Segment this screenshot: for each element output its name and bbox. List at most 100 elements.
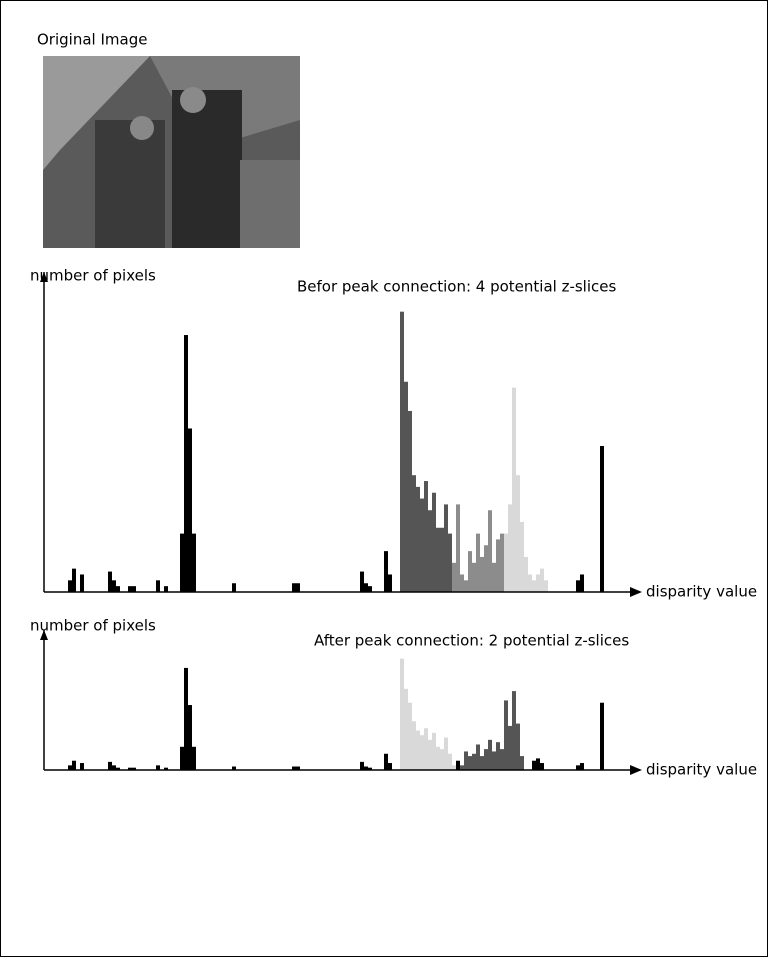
bar — [296, 583, 300, 592]
bar — [448, 533, 452, 592]
bar — [80, 574, 84, 592]
bar — [156, 580, 160, 592]
bar — [484, 749, 488, 770]
bar — [516, 475, 520, 592]
bar — [476, 744, 480, 770]
bar — [576, 765, 580, 770]
bar — [132, 586, 136, 592]
bar — [80, 763, 84, 770]
bar — [528, 574, 532, 592]
bar — [296, 766, 300, 770]
bar — [416, 486, 420, 592]
bar — [412, 721, 416, 770]
bar — [516, 723, 520, 770]
y-arrow — [40, 630, 48, 640]
x-axis-label: disparity value — [646, 761, 757, 779]
bar — [192, 746, 196, 770]
x-axis-label: disparity value — [646, 583, 757, 601]
bar — [292, 766, 296, 770]
bar — [68, 765, 72, 770]
bar — [412, 475, 416, 592]
bar — [504, 700, 508, 770]
x-arrow — [630, 765, 642, 775]
bar — [164, 586, 168, 592]
bar — [432, 732, 436, 770]
bar — [464, 580, 468, 592]
bar — [440, 527, 444, 592]
bar — [408, 410, 412, 592]
bar — [492, 751, 496, 770]
bar — [476, 533, 480, 592]
bar — [384, 753, 388, 770]
bar — [508, 725, 512, 770]
y-axis-label: number of pixels — [30, 267, 156, 285]
bar — [600, 702, 604, 770]
bar — [180, 533, 184, 592]
bar — [472, 753, 476, 770]
bar — [444, 504, 448, 592]
bar — [524, 556, 528, 592]
bar — [108, 761, 112, 770]
bar — [388, 574, 392, 592]
image-title: Original Image — [37, 31, 147, 49]
bar — [116, 767, 120, 770]
bar — [480, 756, 484, 770]
bar — [520, 756, 524, 770]
bar — [188, 705, 192, 770]
bar — [424, 481, 428, 592]
bar — [364, 583, 368, 592]
bar — [444, 737, 448, 770]
y-arrow — [40, 272, 48, 282]
bar — [408, 702, 412, 770]
bar — [132, 767, 136, 770]
bar — [424, 728, 428, 770]
bar — [580, 763, 584, 770]
bar — [440, 749, 444, 770]
bar — [512, 387, 516, 592]
bar — [184, 335, 188, 592]
bar — [460, 574, 464, 592]
bar — [232, 583, 236, 592]
bar — [472, 562, 476, 592]
bar — [188, 428, 192, 592]
bar — [496, 539, 500, 592]
bar — [364, 766, 368, 770]
bar — [68, 580, 72, 592]
bar — [468, 756, 472, 770]
bar — [456, 760, 460, 770]
bar — [420, 735, 424, 770]
bar — [232, 766, 236, 770]
bar — [156, 765, 160, 770]
bar — [500, 533, 504, 592]
bar — [488, 510, 492, 592]
bar — [484, 545, 488, 592]
bar — [128, 586, 132, 592]
bar — [72, 760, 76, 770]
bar — [192, 533, 196, 592]
bar — [128, 767, 132, 770]
bar — [536, 574, 540, 592]
bar — [184, 667, 188, 770]
bar — [508, 504, 512, 592]
bar — [112, 580, 116, 592]
bar — [600, 446, 604, 592]
y-axis-label: number of pixels — [30, 617, 156, 635]
bar — [404, 381, 408, 592]
bar — [72, 568, 76, 592]
bar — [368, 586, 372, 592]
bar — [180, 746, 184, 770]
bar — [540, 763, 544, 770]
bar — [400, 658, 404, 770]
bar — [504, 533, 508, 592]
bar — [512, 691, 516, 770]
bar — [468, 551, 472, 592]
bar — [536, 758, 540, 770]
bar — [400, 311, 404, 592]
bar — [432, 492, 436, 592]
bar — [164, 767, 168, 770]
bar — [428, 739, 432, 770]
x-arrow — [630, 587, 642, 597]
bar — [388, 763, 392, 770]
bar — [452, 562, 456, 592]
